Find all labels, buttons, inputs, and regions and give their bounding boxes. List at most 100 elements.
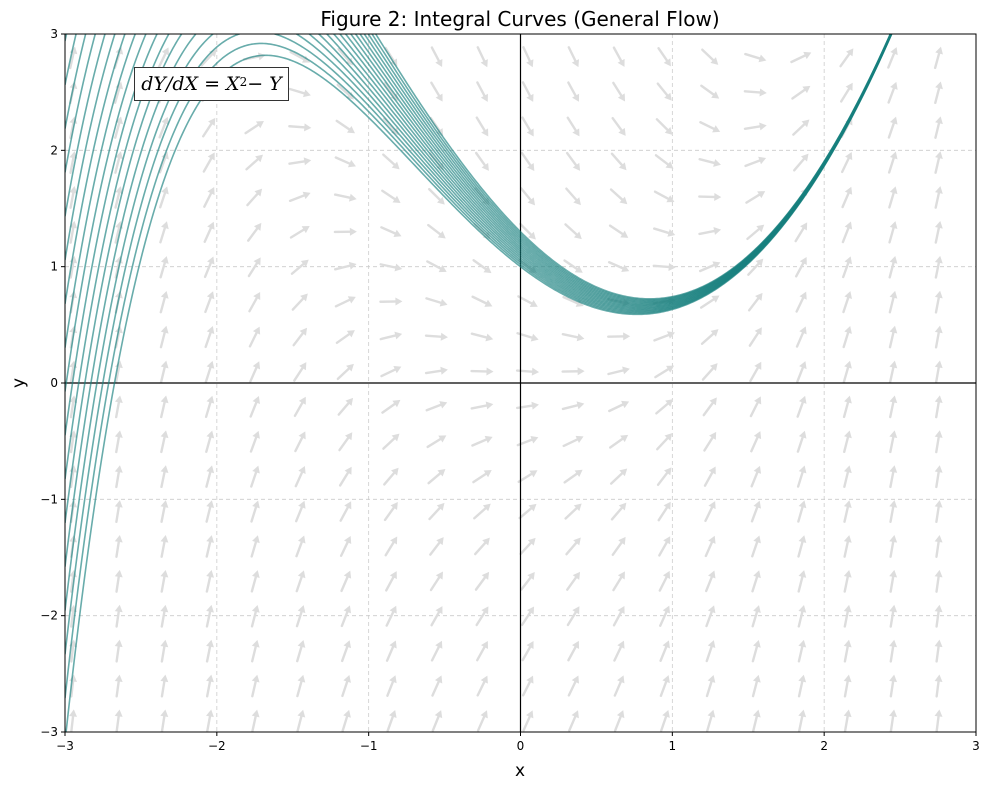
field-arrow-head	[395, 297, 403, 306]
field-arrow-head	[347, 296, 356, 304]
equation-lhs: dY/dX = X	[141, 73, 240, 95]
field-arrow	[521, 116, 533, 135]
field-arrow-head	[572, 93, 580, 102]
field-arrow-head	[667, 229, 676, 237]
field-arrow-head	[758, 54, 767, 63]
field-arrow-head	[526, 675, 534, 684]
field-arrow	[843, 677, 850, 698]
field-arrow-head	[114, 500, 123, 508]
field-arrow-head	[437, 196, 445, 205]
field-arrow	[705, 573, 715, 593]
field-arrow-head	[480, 59, 488, 68]
field-arrow	[700, 84, 718, 98]
y-tick-label: 3	[50, 27, 58, 41]
field-arrow-head	[802, 85, 811, 94]
field-arrow-head	[576, 333, 585, 342]
field-arrow-head	[299, 327, 308, 336]
field-arrow-head	[160, 604, 169, 613]
field-arrow	[705, 677, 714, 698]
field-arrow-head	[440, 332, 448, 341]
field-arrow-head	[343, 570, 352, 579]
field-arrow	[334, 297, 354, 308]
field-arrow-head	[255, 121, 264, 129]
field-arrow-head	[617, 58, 625, 67]
field-arrow-head	[207, 187, 215, 196]
field-arrow	[797, 712, 805, 732]
field-arrow-head	[394, 263, 403, 272]
field-arrow	[472, 471, 490, 484]
field-arrow-head	[69, 395, 78, 403]
field-arrow-head	[754, 327, 762, 336]
field-arrow-head	[845, 82, 853, 91]
field-arrow	[797, 503, 805, 523]
field-arrow-head	[206, 674, 214, 683]
field-arrow-head	[391, 161, 400, 170]
field-arrow-head	[389, 640, 397, 649]
field-arrow	[561, 403, 582, 411]
field-arrow	[744, 158, 764, 168]
field-arrow-head	[343, 675, 351, 683]
field-arrow-head	[713, 227, 722, 235]
field-arrow-head	[298, 431, 306, 440]
field-arrow-head	[759, 88, 767, 97]
field-arrow	[70, 572, 75, 593]
field-arrow	[888, 188, 896, 209]
field-arrow-head	[251, 639, 260, 648]
field-arrow-head	[753, 500, 761, 509]
field-arrow-head	[298, 500, 306, 509]
field-arrow-head	[934, 709, 943, 717]
field-arrow-head	[572, 162, 581, 171]
field-arrow-head	[485, 333, 494, 342]
field-arrow-head	[254, 188, 263, 197]
field-arrow-head	[483, 265, 492, 274]
field-arrow-head	[161, 186, 169, 195]
field-arrow-head	[712, 125, 721, 133]
field-arrow-head	[575, 435, 584, 444]
field-arrow-head	[298, 466, 306, 475]
field-arrow-head	[798, 465, 807, 474]
field-arrow-head	[572, 640, 580, 649]
field-arrow-head	[665, 399, 674, 407]
field-arrow-head	[480, 675, 488, 684]
field-arrow-head	[114, 674, 123, 683]
field-arrow	[69, 153, 76, 174]
field-arrow-head	[889, 395, 898, 404]
field-arrow	[935, 712, 941, 732]
field-arrow-head	[622, 366, 630, 375]
field-arrow-head	[526, 128, 534, 137]
field-arrow-head	[934, 534, 943, 543]
field-arrow-head	[617, 571, 625, 580]
field-arrow-head	[436, 537, 444, 546]
field-arrow-head	[798, 674, 807, 683]
field-arrow-head	[115, 186, 123, 194]
field-arrow	[427, 223, 444, 238]
field-arrow	[338, 468, 351, 487]
field-arrow-head	[252, 535, 260, 544]
field-arrow-head	[160, 360, 169, 369]
field-arrow-head	[206, 430, 215, 439]
field-arrow	[611, 117, 625, 134]
field-arrow-head	[530, 333, 539, 342]
field-arrow	[935, 642, 941, 663]
field-arrow	[659, 677, 669, 697]
field-arrow-head	[527, 537, 536, 546]
field-arrow-head	[206, 500, 215, 509]
field-arrow-head	[798, 709, 807, 718]
field-arrow-head	[662, 640, 670, 649]
field-arrow-head	[755, 258, 764, 267]
field-arrow-head	[709, 397, 717, 406]
field-arrow-head	[482, 503, 491, 512]
field-arrow	[658, 538, 670, 557]
field-arrow	[426, 436, 445, 449]
field-arrow	[115, 502, 121, 524]
field-arrow	[889, 433, 896, 454]
field-arrow	[935, 467, 941, 489]
field-arrow-head	[393, 366, 402, 374]
field-arrow-head	[573, 503, 582, 512]
field-arrow-head	[206, 291, 215, 300]
field-arrow-head	[573, 231, 582, 240]
direction-field	[69, 46, 943, 732]
field-arrow-head	[577, 367, 585, 376]
field-arrow	[655, 118, 671, 134]
field-arrow-head	[844, 291, 852, 300]
